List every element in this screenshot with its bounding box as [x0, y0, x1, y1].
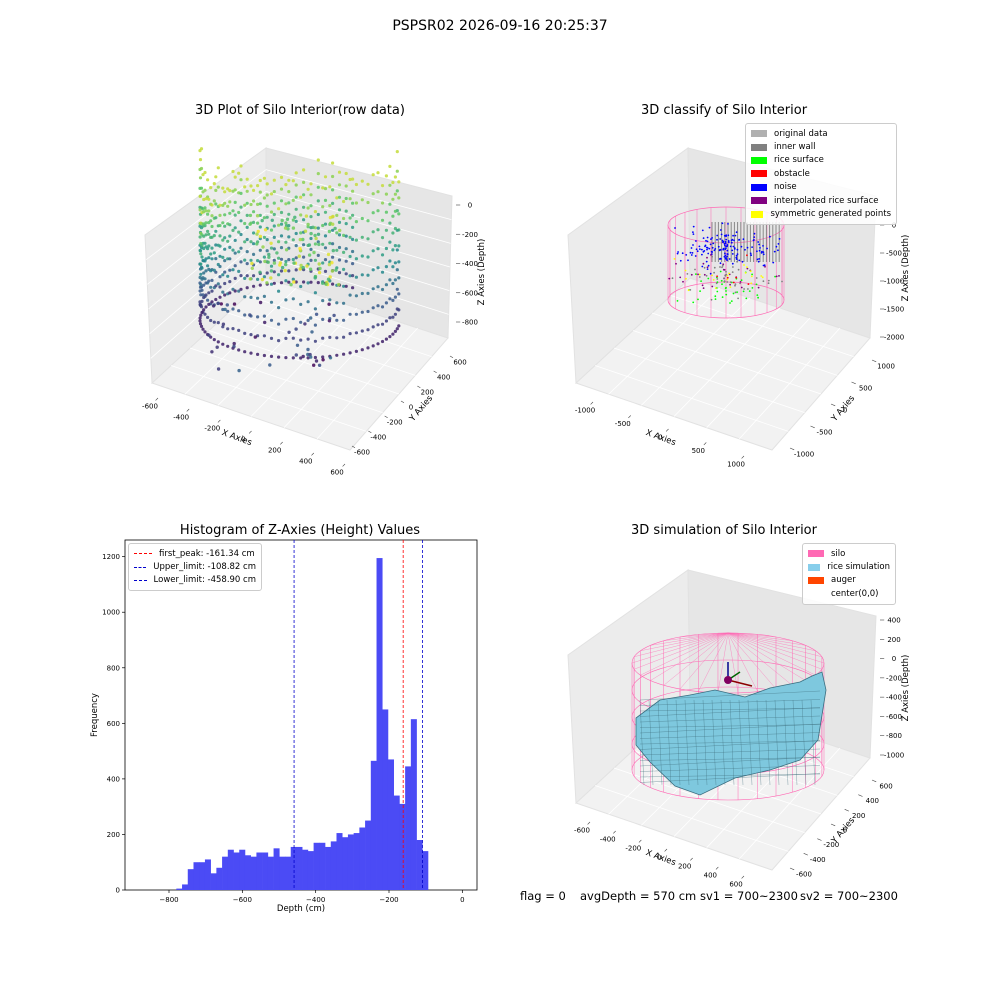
panel4-legend-item: center(0,0)	[808, 587, 890, 600]
legend-swatch	[808, 577, 824, 584]
panel4-z-tick-label: 200	[887, 636, 900, 644]
panel4-y-tick-mark	[831, 824, 835, 826]
panel4-legend-item: auger	[808, 574, 890, 587]
panel4-x-tick-label: -400	[600, 836, 616, 844]
panel4-x-tick-label: 200	[678, 863, 691, 871]
panel4-z-tick-label: 400	[887, 617, 900, 625]
panel4-y-tick-mark	[845, 809, 849, 811]
panel4-y-tick-label: -400	[810, 856, 826, 864]
panel4-y-tick-label: 400	[866, 797, 879, 805]
legend-label: center(0,0)	[831, 589, 879, 599]
panel4-x-tick-mark	[716, 867, 718, 869]
panel4-x-tick-label: 400	[704, 872, 717, 880]
panel4-legend: silo rice simulation auger center(0,0)	[802, 543, 896, 605]
panel4-z-tick-label: 0	[892, 655, 896, 663]
panel4-y-tick-label: 200	[852, 812, 865, 820]
avg-depth-text: avgDepth = 570 cm	[580, 889, 696, 903]
panel4-y-tick-mark	[858, 795, 862, 797]
panel4-center-marker	[724, 676, 732, 684]
legend-label: rice simulation	[827, 562, 890, 572]
panel4-z-tick-label: -800	[886, 732, 902, 740]
legend-swatch	[808, 564, 820, 571]
sv1-text: sv1 = 700~2300	[700, 889, 798, 903]
panel4-x-axis-label: X Axies	[644, 848, 677, 868]
panel4-legend-item: rice simulation	[808, 560, 890, 573]
panel4-y-tick-mark	[790, 868, 794, 870]
legend-swatch	[808, 590, 824, 597]
panel4-x-tick-mark	[665, 849, 667, 851]
panel4-z-tick-label: -200	[886, 674, 902, 682]
panel4-y-tick-mark	[804, 853, 808, 855]
panel4-x-tick-mark	[588, 822, 590, 824]
legend-label: auger	[831, 575, 856, 585]
panel4-x-tick-mark	[742, 876, 744, 878]
legend-label: silo	[831, 549, 845, 559]
panel4-x-tick-mark	[613, 831, 615, 833]
panel4-y-tick-label: 600	[879, 783, 892, 791]
legend-swatch	[808, 550, 824, 557]
panel4-x-tick-label: -200	[625, 845, 641, 853]
panel4-z-tick-label: -1000	[884, 752, 904, 760]
panel4-z-tick-label: -400	[886, 694, 902, 702]
panel4-y-tick-mark	[817, 839, 821, 841]
panel4-x-tick-label: -600	[574, 827, 590, 835]
panel4-x-tick-mark	[690, 858, 692, 860]
panel4-z-tick-label: -600	[886, 713, 902, 721]
panel4-x-tick-label: 600	[729, 881, 742, 889]
panel4-z-axis-label: Z Axies (Depth)	[901, 655, 911, 722]
panel4-legend-item: silo	[808, 547, 890, 560]
panel4-x-tick-mark	[639, 840, 641, 842]
sv2-text: sv2 = 700~2300	[800, 889, 898, 903]
panel4-y-axis-label: Y Axies	[829, 815, 857, 846]
flag-text: flag = 0	[520, 889, 566, 903]
panel4-y-tick-mark	[872, 780, 876, 782]
panel4-y-tick-label: -600	[796, 871, 812, 879]
